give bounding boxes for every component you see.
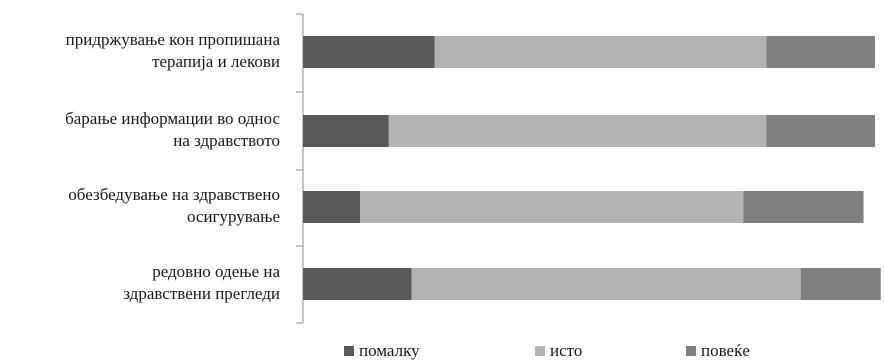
category-label: терапија и лекови: [152, 52, 280, 71]
legend-label: помалку: [359, 341, 420, 360]
bar-segment: [360, 191, 744, 223]
bar-segment: [766, 115, 875, 147]
legend: помалку исто повеќе: [344, 341, 750, 360]
category-label: осигурување: [187, 207, 280, 226]
bar-segment: [766, 36, 875, 68]
legend-label: исто: [550, 341, 582, 360]
bar-segment: [303, 115, 389, 147]
axis-layer: [296, 13, 304, 324]
bar-segment: [303, 36, 435, 68]
bar-segment: [434, 36, 767, 68]
bar-segment: [800, 268, 881, 300]
legend-swatch: [344, 346, 354, 356]
category-label: на здравството: [173, 131, 280, 150]
legend-label: повеќе: [701, 341, 750, 360]
category-label: редовно одење на: [152, 262, 280, 281]
bar-segment: [388, 115, 767, 147]
category-label: придржување кон пропишана: [66, 30, 281, 49]
category-label: здравствени прегледи: [123, 284, 280, 303]
bar-segment: [303, 191, 361, 223]
category-labels: придржување кон пропишана терапија и леко…: [65, 30, 280, 303]
bar-segment: [303, 268, 412, 300]
bar-segment: [743, 191, 864, 223]
legend-swatch: [686, 346, 696, 356]
category-label: барање информации во однос: [65, 109, 280, 128]
bars-layer: [303, 36, 881, 300]
category-label: обезбедување на здравствено: [68, 185, 280, 204]
bar-segment: [411, 268, 801, 300]
legend-swatch: [535, 346, 545, 356]
